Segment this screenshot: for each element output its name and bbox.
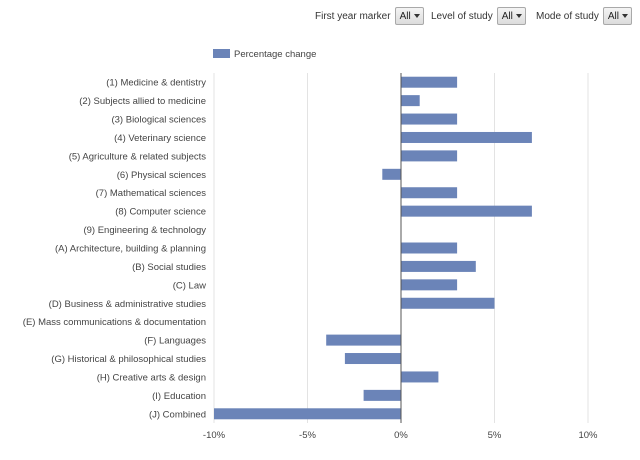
chevron-down-icon — [413, 14, 420, 18]
first-year-marker-filter: First year marker All — [315, 7, 424, 25]
category-label: (1) Medicine & dentistry — [106, 78, 206, 89]
category-label: (A) Architecture, building & planning — [55, 244, 206, 255]
category-label: (G) Historical & philosophical studies — [51, 354, 206, 365]
category-label: (I) Education — [152, 391, 206, 402]
category-label: (8) Computer science — [115, 207, 206, 218]
legend-label: Percentage change — [234, 49, 316, 60]
mode-of-study-label: Mode of study — [536, 10, 599, 22]
category-label: (9) Engineering & technology — [83, 225, 206, 236]
bar[interactable] — [401, 150, 458, 162]
x-tick-label: 10% — [578, 430, 598, 441]
bar[interactable] — [326, 334, 401, 346]
bar[interactable] — [401, 95, 420, 107]
x-tick-label: -10% — [203, 430, 226, 441]
category-label: (7) Mathematical sciences — [96, 188, 207, 199]
x-tick-label: 5% — [488, 430, 502, 441]
mode-of-study-value: All — [607, 10, 619, 22]
level-of-study-filter: Level of study All — [431, 7, 526, 25]
category-label: (F) Languages — [144, 336, 206, 347]
bar[interactable] — [382, 168, 401, 180]
x-tick-label: 0% — [394, 430, 408, 441]
chevron-down-icon — [621, 14, 628, 18]
bar[interactable] — [401, 279, 458, 291]
mode-of-study-filter: Mode of study All — [536, 7, 632, 25]
first-year-marker-select[interactable]: All — [394, 7, 424, 25]
chevron-down-icon — [515, 14, 522, 18]
category-label: (6) Physical sciences — [117, 170, 206, 181]
first-year-marker-label: First year marker — [315, 10, 391, 22]
filter-bar: First year marker All Level of study All… — [0, 7, 640, 27]
category-label: (J) Combined — [149, 409, 206, 420]
category-label: (5) Agriculture & related subjects — [69, 151, 207, 162]
bar[interactable] — [401, 113, 458, 125]
category-label: (3) Biological sciences — [111, 115, 206, 126]
category-label: (B) Social studies — [132, 262, 206, 273]
category-label: (2) Subjects allied to medicine — [79, 96, 206, 107]
bar[interactable] — [401, 131, 532, 143]
bar[interactable] — [363, 389, 401, 401]
bar[interactable] — [401, 297, 495, 309]
bar[interactable] — [401, 242, 458, 254]
mode-of-study-select[interactable]: All — [602, 7, 632, 25]
category-label: (4) Veterinary science — [114, 133, 206, 144]
x-tick-label: -5% — [299, 430, 316, 441]
bar[interactable] — [214, 408, 401, 420]
legend-swatch — [213, 49, 230, 58]
bar[interactable] — [344, 353, 401, 365]
bar[interactable] — [401, 76, 458, 88]
level-of-study-select[interactable]: All — [496, 7, 526, 25]
first-year-marker-value: All — [399, 10, 411, 22]
level-of-study-value: All — [501, 10, 513, 22]
bar[interactable] — [401, 371, 439, 383]
category-label: (C) Law — [173, 280, 206, 291]
category-label: (H) Creative arts & design — [97, 372, 206, 383]
level-of-study-label: Level of study — [431, 10, 493, 22]
bar[interactable] — [401, 205, 532, 217]
category-label: (D) Business & administrative studies — [49, 299, 207, 310]
bar[interactable] — [401, 187, 458, 199]
category-label: (E) Mass communications & documentation — [23, 317, 206, 328]
bar[interactable] — [401, 260, 476, 272]
